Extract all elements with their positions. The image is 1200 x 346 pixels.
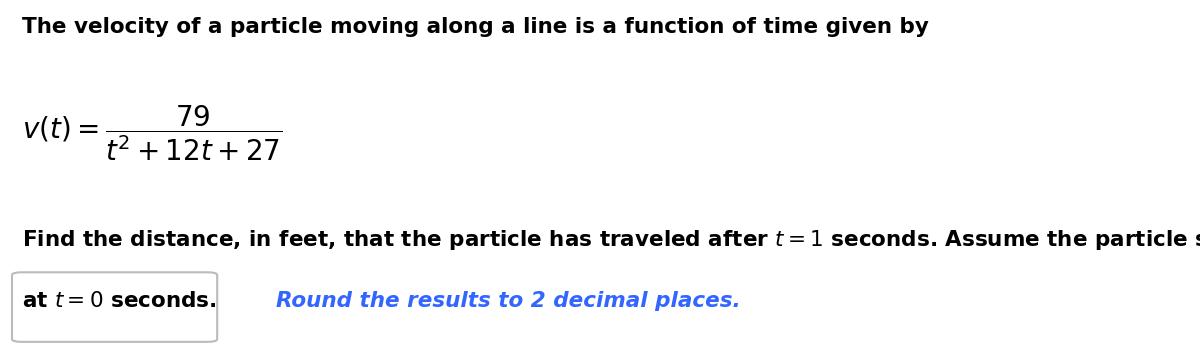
- Text: The velocity of a particle moving along a line is a function of time given by: The velocity of a particle moving along …: [22, 17, 929, 37]
- FancyBboxPatch shape: [12, 272, 217, 342]
- Text: Round the results to 2 decimal places.: Round the results to 2 decimal places.: [276, 291, 740, 311]
- Text: at $t = 0$ seconds.: at $t = 0$ seconds.: [22, 291, 218, 311]
- Text: Find the distance, in feet, that the particle has traveled after $t = 1$ seconds: Find the distance, in feet, that the par…: [22, 228, 1200, 252]
- Text: $v(t) = \dfrac{79}{t^2 + 12t + 27}$: $v(t) = \dfrac{79}{t^2 + 12t + 27}$: [22, 104, 282, 163]
